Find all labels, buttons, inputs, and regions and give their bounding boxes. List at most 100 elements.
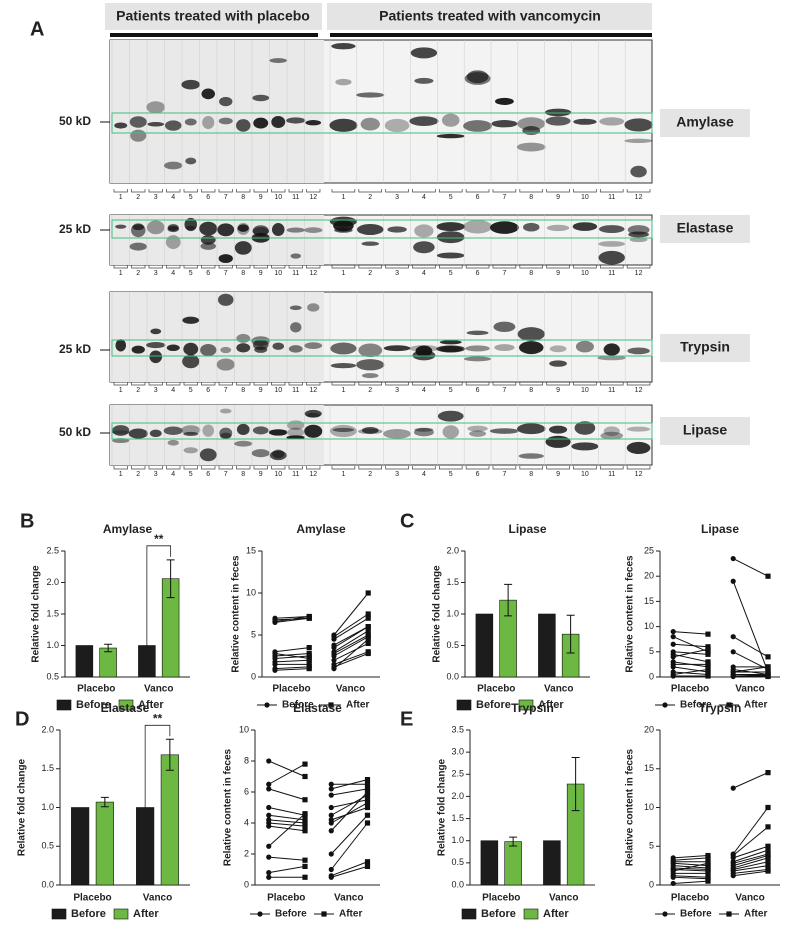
lane-number: 10: [581, 194, 589, 201]
blot-band: [237, 224, 249, 232]
point: [365, 628, 371, 634]
lane-bracket: [253, 265, 268, 269]
lane-bracket: [626, 189, 651, 193]
legend-label: After: [339, 909, 362, 920]
bar: [480, 840, 499, 886]
blot-band: [518, 453, 544, 459]
blot-band: [436, 231, 465, 244]
lane-number: 8: [241, 270, 245, 277]
bar: [475, 613, 494, 678]
blot-band: [545, 435, 571, 448]
lane-bracket: [131, 265, 146, 269]
lane-bracket: [148, 189, 163, 193]
legend-label: Before: [76, 699, 111, 711]
point: [364, 804, 371, 811]
y-tick-label: 0.5: [46, 671, 59, 681]
y-tick-label: 3.5: [451, 724, 464, 734]
pair-line: [333, 634, 369, 654]
panel-label: C: [400, 510, 414, 532]
point: [364, 781, 371, 787]
blot-band: [549, 360, 567, 367]
point: [765, 868, 771, 874]
y-tick-label: 5: [251, 629, 256, 639]
point: [705, 631, 711, 637]
legend-label: Before: [481, 908, 516, 920]
point: [364, 792, 371, 798]
lane-number: 5: [449, 387, 453, 394]
lane-number: 5: [449, 471, 453, 478]
lane-bracket: [218, 466, 233, 470]
blot-band: [115, 224, 127, 229]
point: [765, 654, 771, 660]
lane-number: 8: [529, 270, 533, 277]
y-tick-label: 2.0: [41, 724, 54, 734]
blot-band: [519, 341, 544, 355]
lane-bracket: [218, 382, 233, 386]
blot-band: [184, 118, 197, 126]
lane-number: 2: [368, 270, 372, 277]
y-axis-label: Relative fold change: [31, 565, 42, 663]
point: [302, 823, 308, 829]
blot-band: [598, 250, 625, 265]
y-axis-label: Relative fold change: [17, 758, 28, 856]
lane-bracket: [201, 466, 216, 470]
lane-number: 7: [224, 387, 228, 394]
pair-line: [331, 807, 368, 821]
point: [272, 667, 278, 673]
lane-bracket: [599, 189, 624, 193]
x-tick-label: Placebo: [671, 684, 709, 695]
lane-bracket: [385, 189, 409, 193]
point: [730, 673, 736, 680]
pair-line: [673, 862, 709, 872]
lane-bracket: [573, 265, 597, 269]
y-tick-label: 1.0: [41, 802, 54, 812]
pair-line: [274, 616, 310, 623]
legend-swatch: [523, 908, 539, 920]
legend-marker: [257, 911, 263, 917]
lane-bracket: [271, 189, 286, 193]
lane-bracket: [385, 265, 409, 269]
blot-band: [360, 117, 380, 131]
point: [328, 792, 334, 798]
lane-bracket: [148, 466, 163, 470]
panel-label: B: [20, 510, 34, 532]
blot-band: [150, 328, 162, 335]
x-tick-label: Placebo: [477, 684, 515, 695]
y-tick-label: 1.0: [446, 608, 459, 618]
y-tick-label: 0: [649, 879, 654, 889]
point: [364, 789, 371, 795]
blot-band: [442, 425, 460, 439]
blot-band: [131, 345, 145, 354]
y-axis-label: Relative content in feces: [625, 555, 636, 673]
point: [364, 863, 371, 869]
y-tick-label: 0.5: [446, 640, 459, 650]
lane-number: 7: [502, 270, 506, 277]
lane-bracket: [236, 189, 251, 193]
lane-number: 12: [309, 387, 317, 394]
point: [306, 655, 312, 662]
blot-band: [304, 227, 323, 234]
point: [306, 613, 312, 620]
blot-band: [146, 101, 166, 114]
lane-number: 12: [635, 471, 643, 478]
significance-bracket: [144, 724, 171, 808]
blot-band: [219, 408, 232, 414]
x-tick-label: Placebo: [267, 893, 305, 904]
blot-band: [185, 157, 197, 165]
y-tick-label: 0: [251, 671, 256, 681]
legend-swatch: [113, 908, 129, 920]
blot-band: [165, 235, 181, 250]
pair-line: [732, 581, 769, 673]
y-tick-label: 10: [246, 587, 256, 597]
legend-label: Before: [71, 908, 106, 920]
pair-line: [673, 648, 709, 658]
lane-bracket: [358, 466, 383, 470]
point: [670, 880, 676, 887]
lane-bracket: [358, 382, 383, 386]
blot-band: [469, 430, 487, 437]
point: [730, 578, 736, 584]
lane-number: 4: [422, 471, 426, 478]
lane-bracket: [253, 382, 268, 386]
blot-band: [271, 223, 285, 237]
lane-bracket: [465, 189, 490, 193]
